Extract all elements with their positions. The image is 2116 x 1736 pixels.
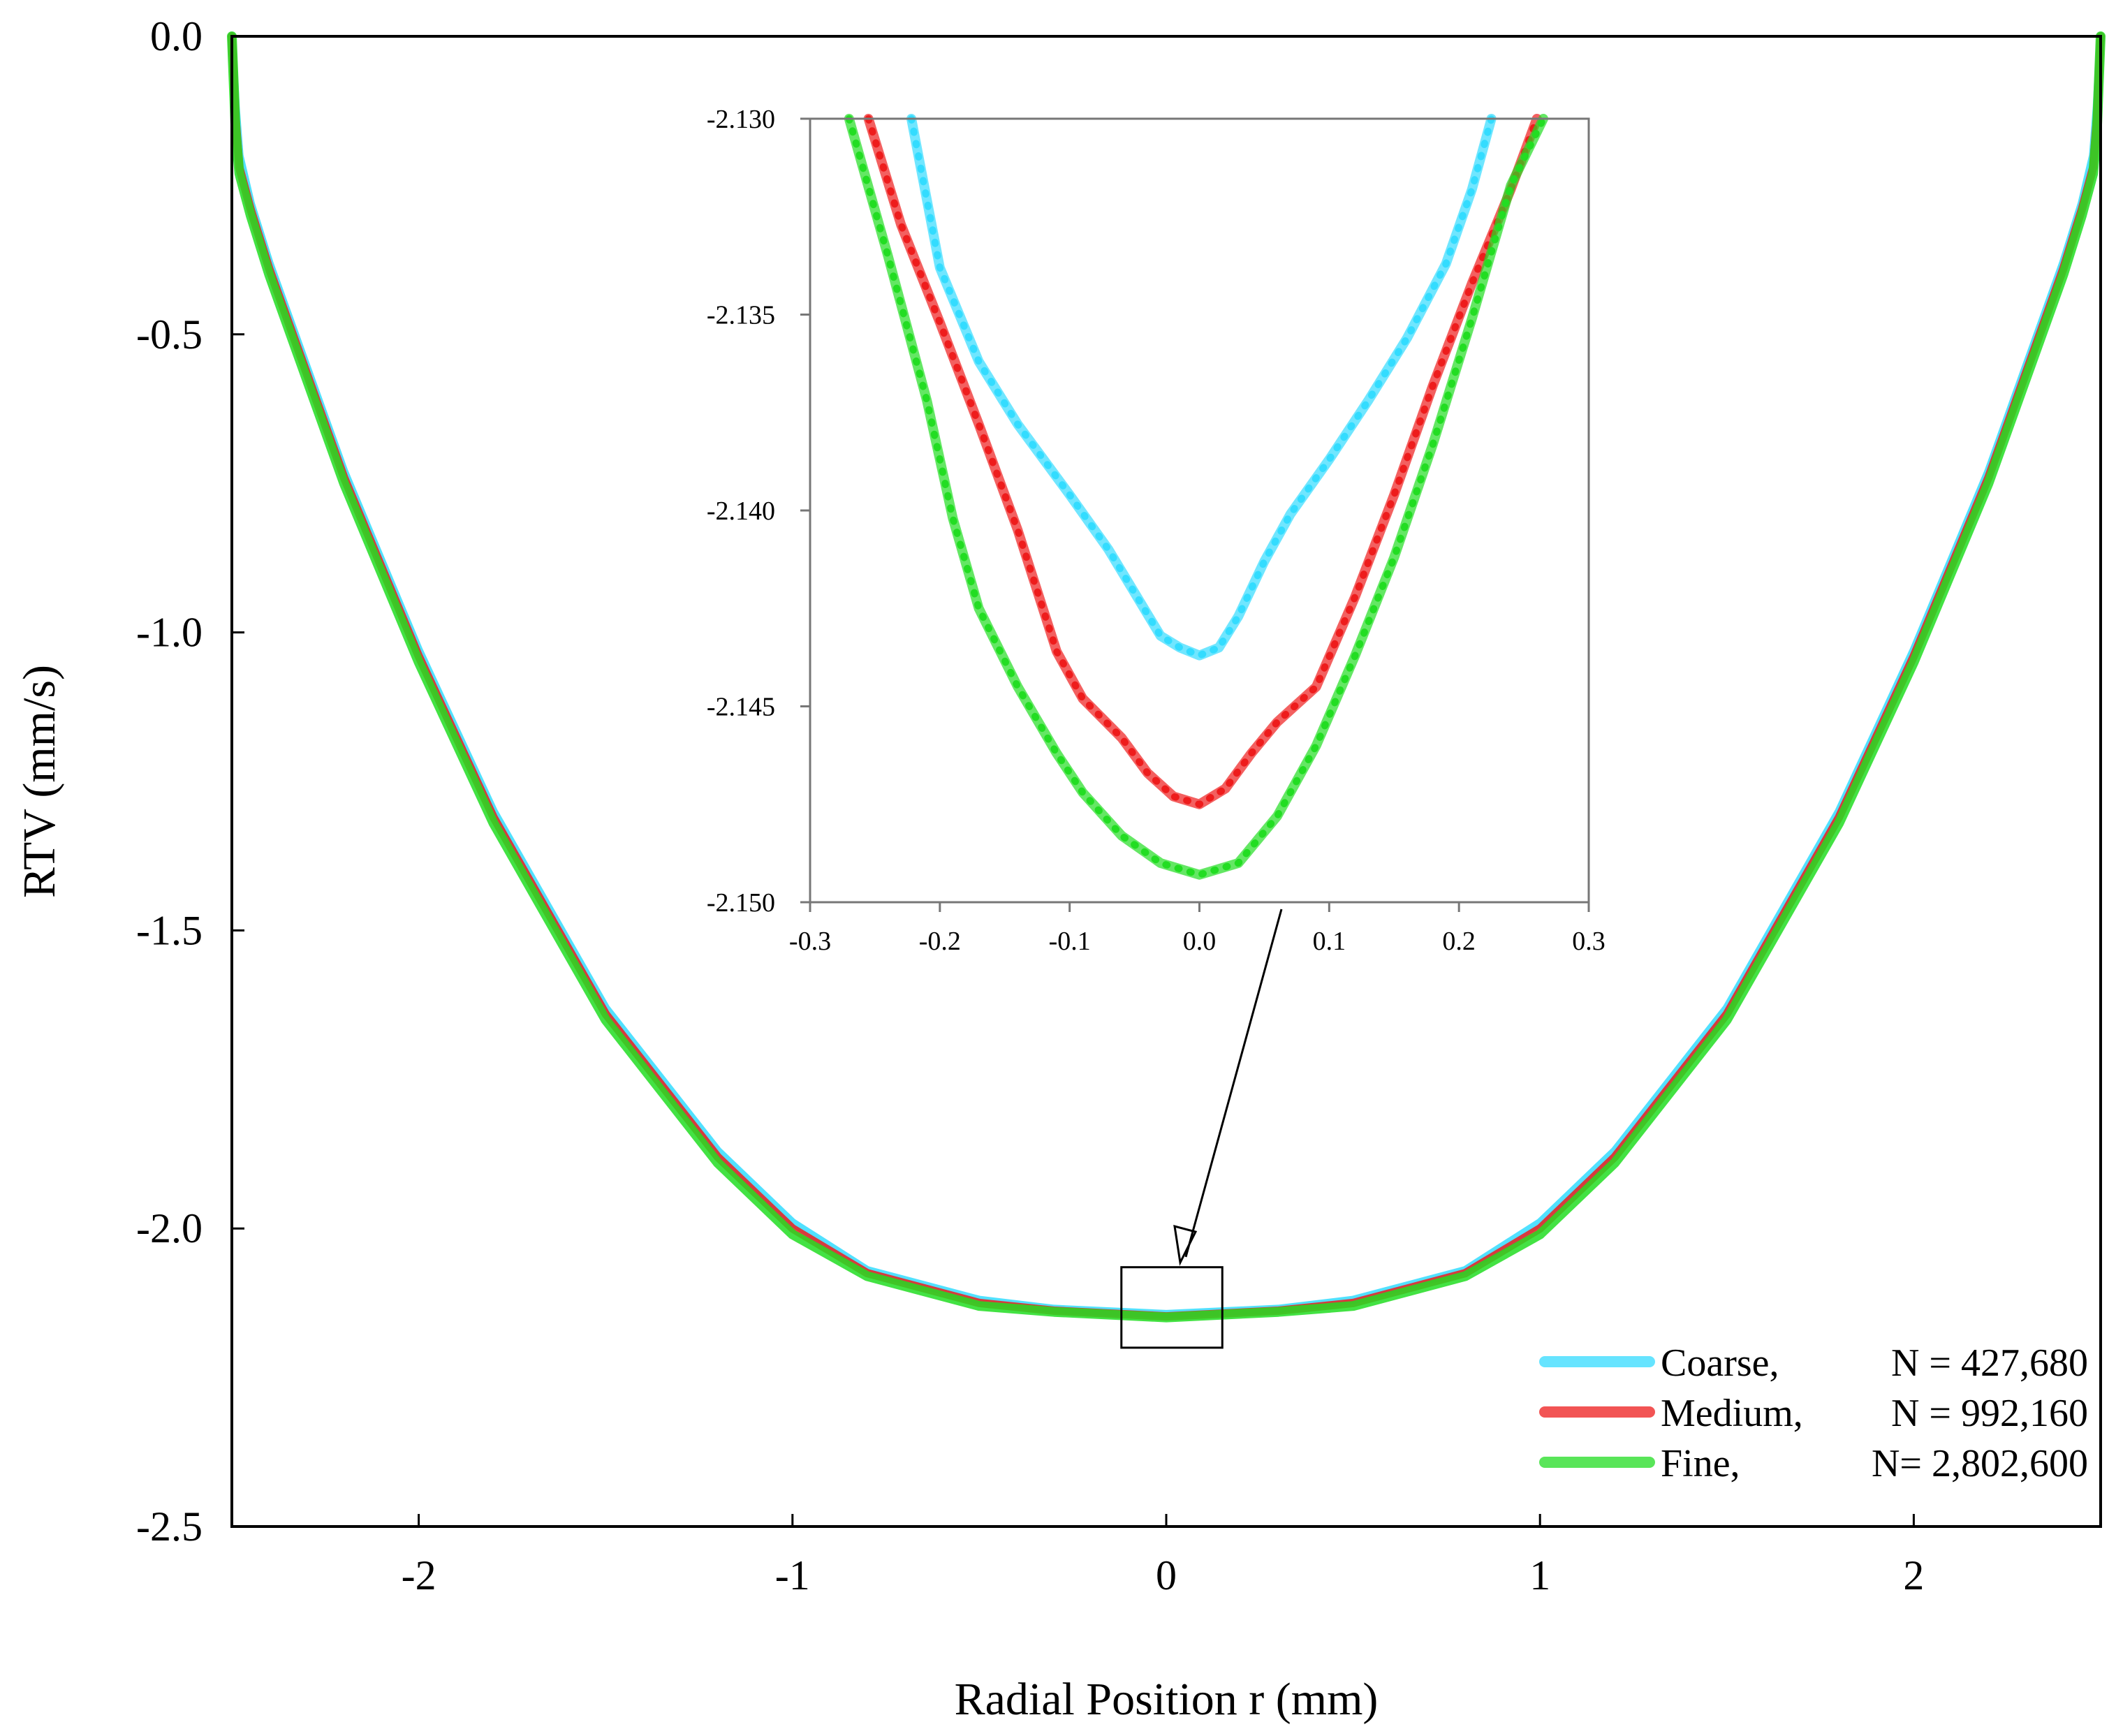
inset-x-tick-label: -0.3 (789, 927, 831, 956)
inset-x-tick-label: -0.1 (1049, 927, 1091, 956)
inset-x-tick-label: 0.1 (1313, 927, 1346, 956)
main-series-fine-line (227, 31, 2106, 1323)
main-x-tick-label: 0 (1156, 1552, 1177, 1598)
legend-value-coarse: N = 427,680 (1891, 1341, 2088, 1385)
legend-value-fine: N= 2,802,600 (1872, 1442, 2088, 1485)
inset-plot: -0.3 -0.2 -0.1 0.0 0.1 0.2 0.3 -2.130-2.135-2.… (707, 105, 1606, 956)
main-y-tick-label: -2.5 (136, 1503, 203, 1550)
zoom-arrow (1173, 909, 1283, 1266)
inset-y-tick-label: -2.130 (707, 105, 775, 134)
legend-label-fine: Fine, (1661, 1442, 1740, 1485)
main-series-group (227, 31, 2106, 1323)
main-x-tick-label: 2 (1903, 1552, 1924, 1598)
inset-series-medium-markers (865, 115, 1541, 809)
main-x-tick-label: -2 (402, 1552, 436, 1598)
inset-series-group (844, 114, 1548, 880)
inset-x-axis: -0.3 -0.2 -0.1 0.0 0.1 0.2 0.3 (789, 902, 1606, 956)
inset-x-tick-label: 0.3 (1572, 927, 1606, 956)
main-x-tick-label: -1 (775, 1552, 810, 1598)
main-y-tick-label: -0.5 (136, 311, 203, 358)
main-x-tick-label: 1 (1529, 1552, 1550, 1598)
main-y-tick-label: -1.0 (136, 610, 203, 656)
legend-label-medium: Medium, (1661, 1392, 1803, 1435)
main-y-tick-label: -1.5 (136, 907, 203, 953)
main-x-axis: -2 -1 0 1 2 (402, 1514, 1924, 1598)
zoom-box (1120, 1266, 1224, 1349)
inset-y-tick-label: -2.140 (707, 496, 775, 526)
legend-value-medium: N = 992,160 (1891, 1392, 2088, 1435)
inset-y-tick-label: -2.150 (707, 888, 775, 918)
inset-background (810, 119, 1589, 902)
inset-x-tick-label: -0.2 (919, 927, 961, 956)
inset-y-axis: -2.130 -2.135 -2.140 -2.145 -2.150 (707, 105, 810, 918)
legend: Coarse, N = 427,680 Medium, N = 992,160 Fine… (1539, 1341, 2088, 1485)
main-y-tick-label: -2.0 (136, 1205, 203, 1251)
inset-y-tick-label: -2.145 (707, 693, 775, 722)
inset-series-fine-markers (845, 115, 1547, 878)
main-plot: -2 -1 0 1 2 0.0 -0.5 -1.0 -1.5 -2.0 -2.5 Radial P… (14, 13, 2106, 1725)
inset-series-coarse-markers (908, 115, 1495, 659)
inset-x-tick-label: 0.2 (1442, 927, 1476, 956)
main-y-tick-label: 0.0 (150, 13, 203, 59)
inset-x-tick-label: 0.0 (1183, 927, 1217, 956)
legend-label-coarse: Coarse, (1661, 1341, 1779, 1385)
y-axis-title: RTV (mm/s) (14, 665, 65, 898)
main-y-axis: 0.0 -0.5 -1.0 -1.5 -2.0 -2.5 (136, 13, 244, 1550)
x-axis-title: Radial Position r (mm) (955, 1674, 1379, 1725)
inset-y-tick-label: -2.135 (707, 301, 775, 330)
